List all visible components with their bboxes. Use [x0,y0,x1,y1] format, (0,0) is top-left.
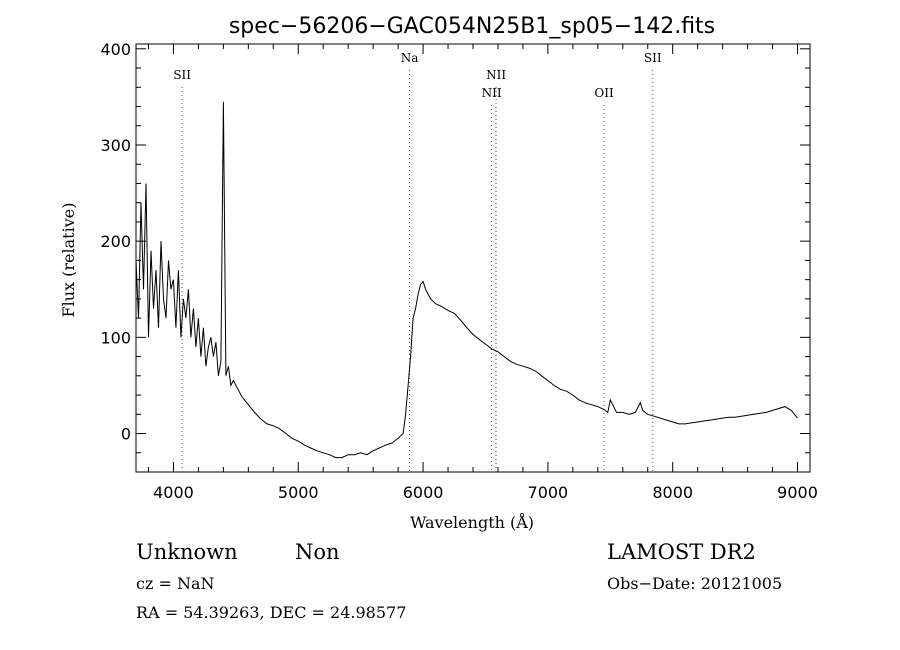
spectral-line-label: OII [594,86,614,100]
spectral-line-label: SII [644,51,662,65]
spectral-line-label: NII [486,68,506,82]
spectral-line-label: NII [482,86,502,100]
y-tick-label: 200 [100,232,131,251]
x-axis-label: Wavelength (Å) [410,512,534,532]
redshift-text: cz = NaN [136,574,215,593]
obs-date-text: Obs−Date: 20121005 [607,574,783,593]
spectral-line-label: SII [173,68,191,82]
chart-title: spec−56206−GAC054N25B1_sp05−142.fits [229,14,715,39]
x-tick-label: 4000 [153,483,194,502]
object-class-text: Unknown [136,540,238,564]
axis-ticks: 4000 5000 6000 7000 8000 9000 0 100 200 300 400 [100,40,817,502]
x-tick-label: 9000 [777,483,818,502]
y-tick-label: 300 [100,136,131,155]
x-tick-label: 6000 [403,483,444,502]
x-tick-label: 8000 [652,483,693,502]
spectrum-series-line [135,101,798,459]
series-group [135,101,798,459]
spectral-line-label: Na [401,51,419,65]
plot-frame [135,43,811,473]
y-axis-label: Flux (relative) [59,203,78,318]
object-subclass-text: Non [295,540,340,564]
x-tick-label: 7000 [528,483,569,502]
survey-text: LAMOST DR2 [607,540,756,564]
coordinates-text: RA = 54.39263, DEC = 24.98577 [136,603,407,622]
y-tick-label: 0 [121,425,131,444]
spectral-line-markers: SII Na NII NII OII SII [173,51,662,472]
x-tick-label: 5000 [278,483,319,502]
y-tick-label: 100 [100,328,131,347]
y-tick-label: 400 [100,40,131,59]
